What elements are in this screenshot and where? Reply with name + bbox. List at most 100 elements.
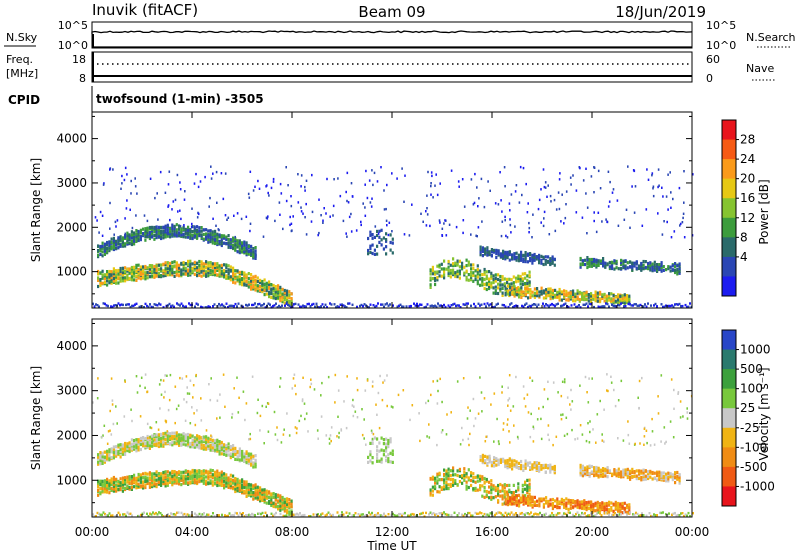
range-cell (275, 493, 277, 496)
range-cell (223, 198, 225, 200)
range-cell (176, 437, 178, 440)
range-cell (142, 436, 144, 439)
range-cell (136, 192, 138, 194)
range-cell (430, 283, 432, 286)
range-cell (207, 470, 209, 473)
range-cell (521, 194, 523, 196)
range-cell (517, 482, 519, 485)
range-cell (507, 290, 509, 293)
range-cell (502, 221, 504, 223)
range-cell (210, 444, 212, 447)
range-cell (216, 473, 218, 476)
range-cell (131, 240, 133, 243)
range-cell (502, 250, 504, 253)
range-cell (550, 195, 552, 197)
range-cell (466, 264, 468, 267)
range-cell (672, 268, 674, 271)
range-cell (252, 484, 254, 487)
range-cell (618, 399, 620, 401)
freq-label: Freq. (6, 53, 33, 66)
range-cell (490, 275, 492, 278)
range-cell (185, 475, 187, 478)
range-cell (138, 230, 140, 233)
range-cell (645, 469, 647, 472)
range-cell (140, 415, 142, 417)
range-cell (223, 479, 225, 482)
range-cell (568, 292, 570, 295)
range-cell (198, 229, 200, 232)
range-cell (176, 228, 178, 231)
range-cell (135, 214, 137, 216)
range-cell (99, 271, 101, 274)
range-cell (115, 450, 117, 453)
range-cell (531, 463, 533, 466)
range-cell (168, 204, 170, 206)
range-cell (381, 243, 383, 246)
range-cell (280, 377, 282, 379)
range-cell (554, 264, 556, 267)
range-cell (376, 453, 378, 456)
range-cell (122, 236, 124, 239)
range-cell (459, 269, 461, 272)
range-cell (649, 264, 651, 267)
range-cell (322, 220, 324, 222)
range-cell (355, 411, 357, 413)
range-cell (291, 230, 293, 232)
range-cell (234, 483, 236, 486)
range-cell (654, 477, 656, 480)
range-cell (607, 262, 609, 265)
range-cell (133, 275, 135, 278)
range-cell (518, 254, 520, 257)
range-cell (212, 443, 214, 446)
range-cell (216, 444, 218, 447)
range-cell (565, 303, 567, 305)
range-cell (365, 215, 367, 217)
range-cell (674, 476, 676, 479)
range-cell (196, 274, 198, 277)
range-cell (250, 249, 252, 252)
range-cell (113, 267, 115, 270)
range-cell (611, 267, 613, 270)
range-cell (620, 302, 622, 304)
range-cell (279, 505, 281, 508)
range-cell (336, 435, 338, 437)
range-cell (565, 217, 567, 219)
range-cell (586, 465, 588, 468)
range-cell (149, 447, 151, 450)
range-cell (265, 185, 267, 187)
range-cell (215, 225, 217, 227)
range-cell (475, 481, 477, 484)
range-cell (645, 475, 647, 478)
range-cell (457, 474, 459, 477)
range-cell (195, 424, 197, 426)
range-cell (514, 502, 516, 505)
range-cell (574, 504, 576, 507)
range-cell (372, 184, 374, 186)
range-cell (604, 296, 606, 299)
range-cell (392, 453, 394, 456)
range-cell (255, 288, 257, 291)
range-cell (591, 258, 593, 261)
freq-tick-bottom: 8 (79, 72, 86, 85)
range-cell (194, 229, 196, 232)
range-cell (450, 411, 452, 413)
range-cell (345, 191, 347, 193)
range-cell (108, 448, 110, 451)
range-cell (520, 254, 522, 257)
range-cell (450, 264, 452, 267)
range-cell (302, 398, 304, 400)
range-cell (584, 467, 586, 470)
range-cell (144, 265, 146, 268)
range-cell (135, 477, 137, 480)
range-cell (360, 224, 362, 226)
range-cell (191, 406, 193, 408)
range-cell (598, 212, 600, 214)
velocity-data (92, 373, 694, 518)
range-cell (246, 461, 248, 464)
range-cell (436, 276, 438, 279)
range-cell (439, 274, 441, 277)
range-cell (534, 256, 536, 259)
range-cell (470, 305, 472, 307)
range-cell (161, 394, 163, 396)
range-cell (591, 377, 593, 379)
